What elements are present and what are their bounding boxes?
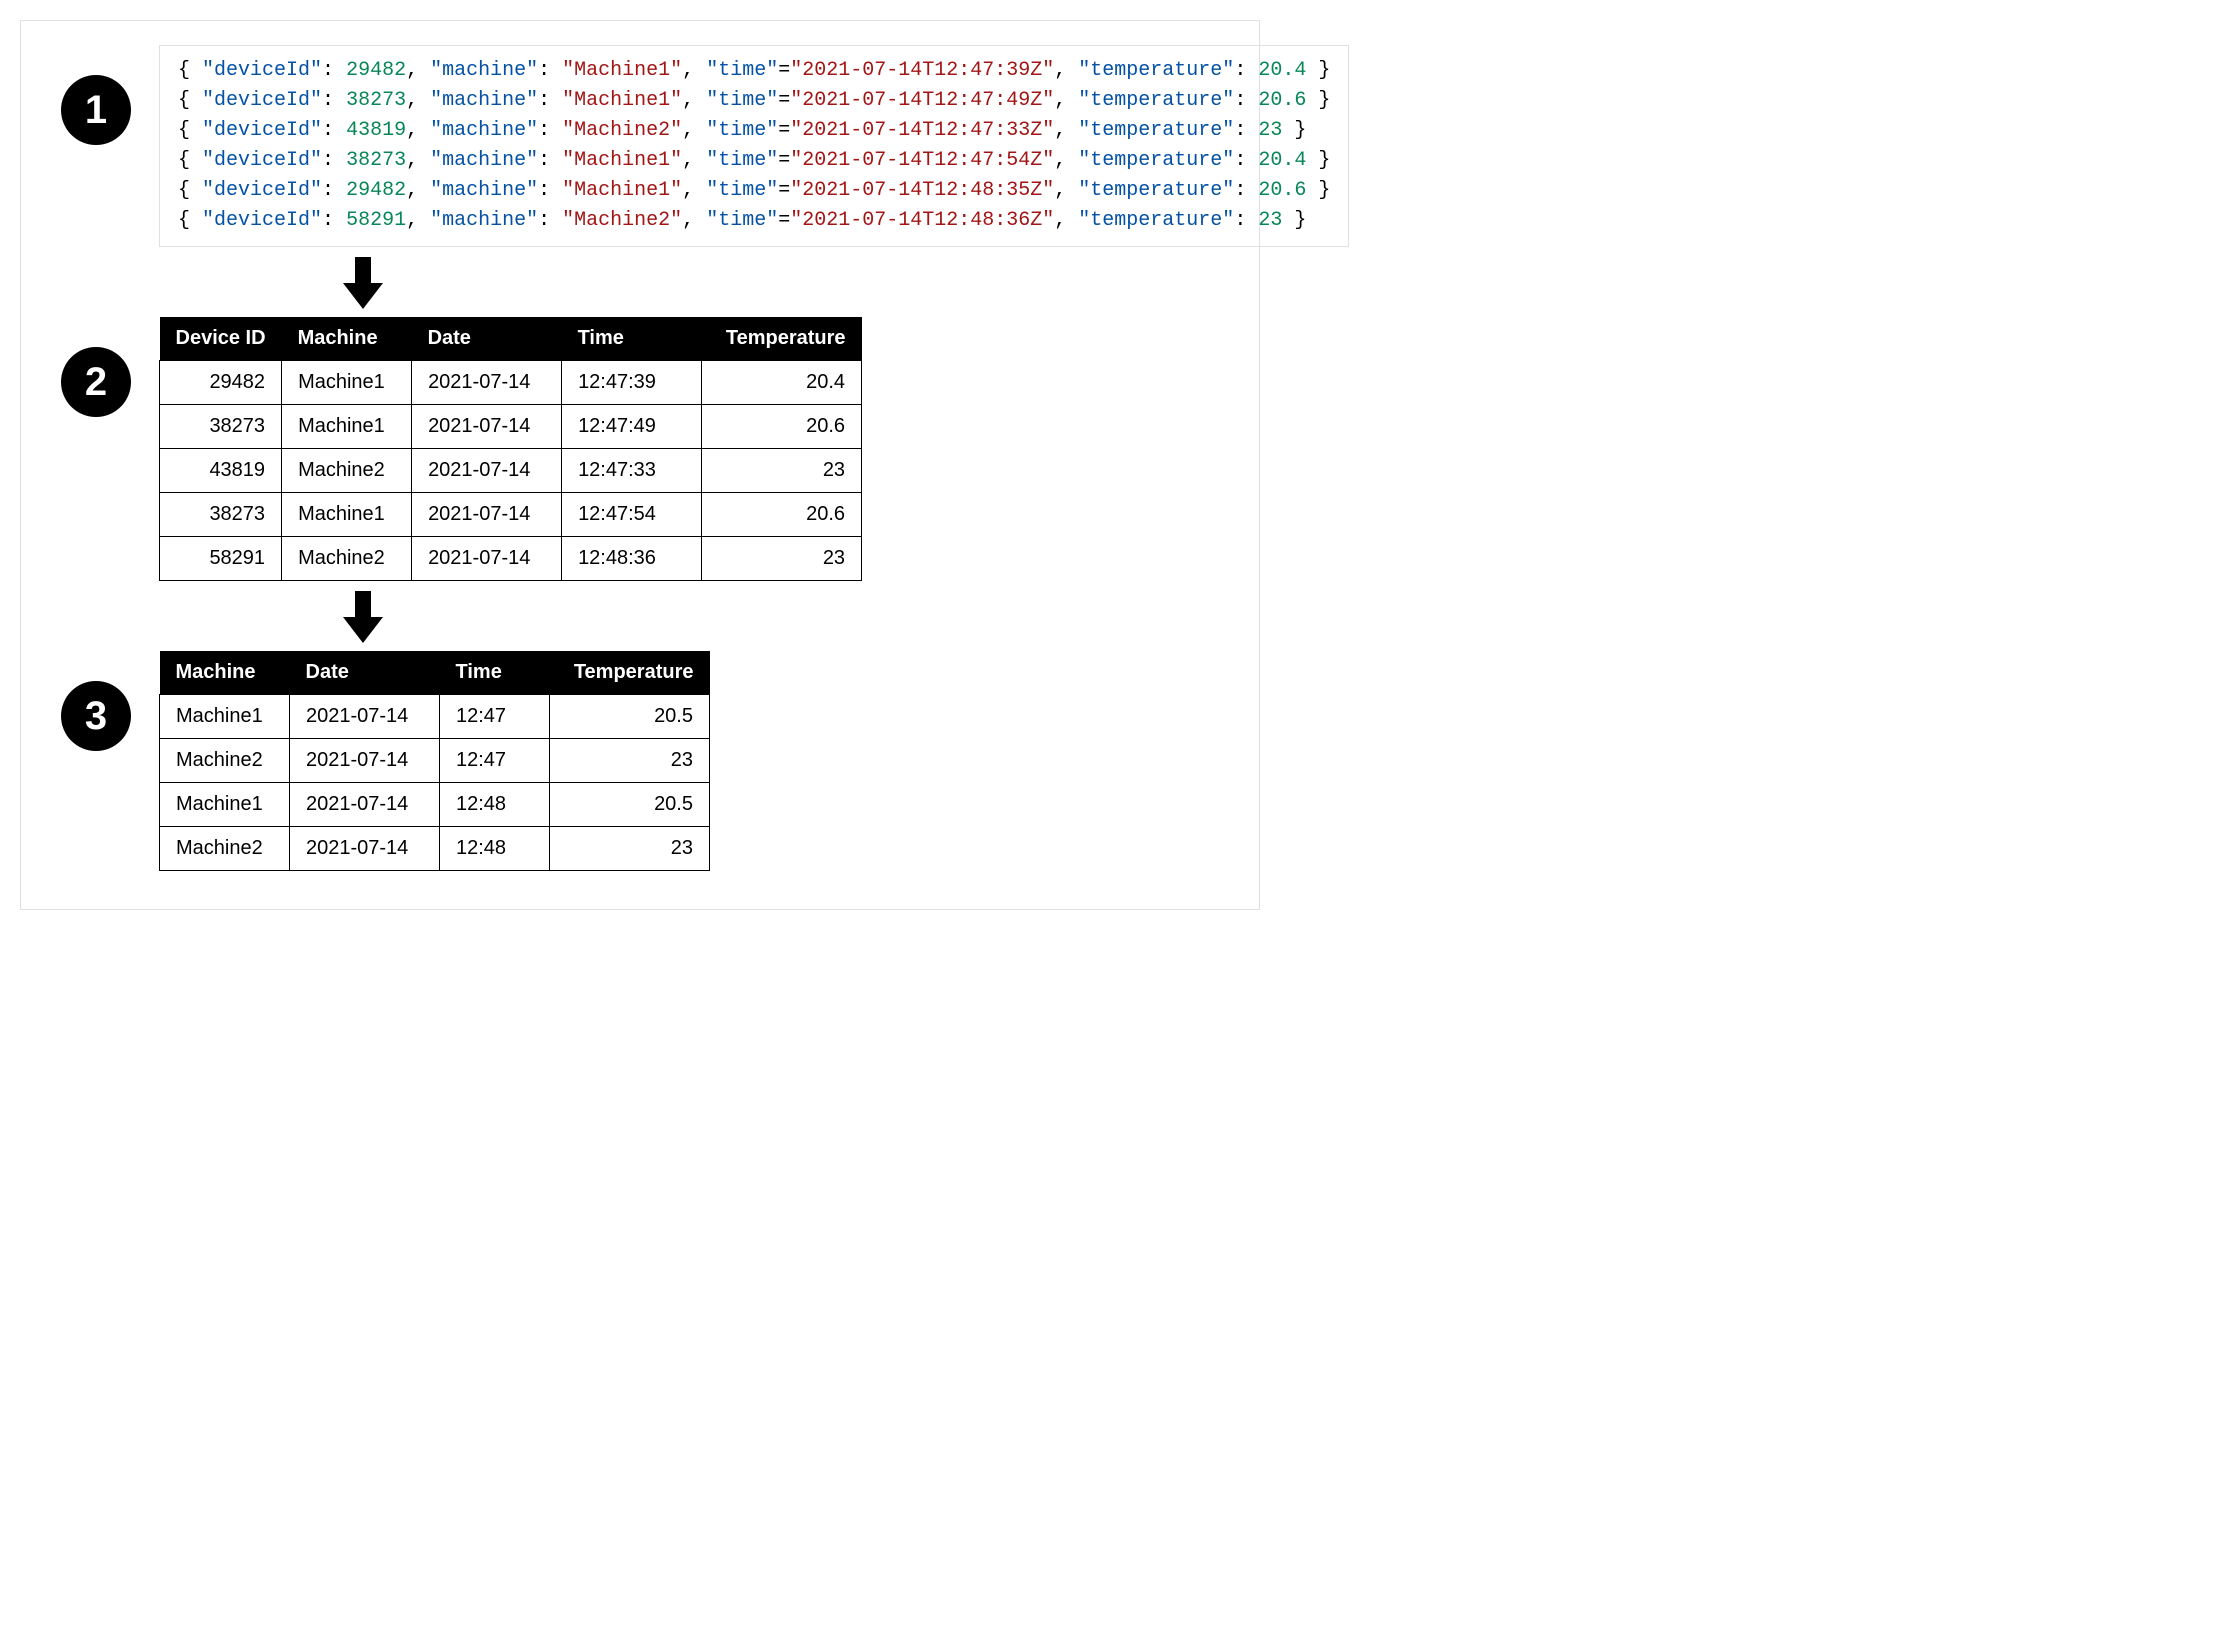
table-row: 38273Machine12021-07-1412:47:4920.6 <box>160 405 862 449</box>
table-cell: 12:47:54 <box>562 493 702 537</box>
table-cell: Machine1 <box>160 783 290 827</box>
table-header-cell: Temperature <box>550 651 710 695</box>
diagram-container: 1 { "deviceId": 29482, "machine": "Machi… <box>20 20 1260 910</box>
arrow-down-1 <box>341 255 1219 311</box>
table-cell: Machine1 <box>282 405 412 449</box>
table-cell: 38273 <box>160 493 282 537</box>
table-cell: Machine2 <box>282 449 412 493</box>
table-header-cell: Time <box>440 651 550 695</box>
json-record-line: { "deviceId": 29482, "machine": "Machine… <box>178 56 1330 86</box>
table-cell: 2021-07-14 <box>290 739 440 783</box>
table-header-cell: Date <box>290 651 440 695</box>
table-cell: 20.6 <box>702 405 862 449</box>
table-cell: 23 <box>550 827 710 871</box>
table-cell: 12:48:36 <box>562 537 702 581</box>
table-cell: 2021-07-14 <box>290 783 440 827</box>
table-cell: 20.4 <box>702 361 862 405</box>
table-row: 43819Machine22021-07-1412:47:3323 <box>160 449 862 493</box>
table-cell: Machine2 <box>160 739 290 783</box>
table-header-cell: Time <box>562 317 702 361</box>
table-cell: Machine2 <box>160 827 290 871</box>
table-cell: 43819 <box>160 449 282 493</box>
table-header-cell: Device ID <box>160 317 282 361</box>
table-cell: Machine1 <box>282 493 412 537</box>
table-cell: 2021-07-14 <box>412 449 562 493</box>
json-record-line: { "deviceId": 29482, "machine": "Machine… <box>178 176 1330 206</box>
table-cell: 12:48 <box>440 783 550 827</box>
table-row: 29482Machine12021-07-1412:47:3920.4 <box>160 361 862 405</box>
json-record-line: { "deviceId": 43819, "machine": "Machine… <box>178 116 1330 146</box>
table-row: Machine22021-07-1412:4723 <box>160 739 710 783</box>
parsed-table: Device IDMachineDateTimeTemperature29482… <box>159 317 862 581</box>
table-cell: 2021-07-14 <box>290 695 440 739</box>
table-header-cell: Date <box>412 317 562 361</box>
json-records-box: { "deviceId": 29482, "machine": "Machine… <box>159 45 1349 247</box>
stage-3: 3 MachineDateTimeTemperatureMachine12021… <box>61 651 1219 871</box>
aggregated-table: MachineDateTimeTemperatureMachine12021-0… <box>159 651 710 871</box>
json-record-line: { "deviceId": 38273, "machine": "Machine… <box>178 86 1330 116</box>
table-cell: 23 <box>702 449 862 493</box>
table-header-cell: Machine <box>282 317 412 361</box>
table-header-cell: Temperature <box>702 317 862 361</box>
table-cell: 12:48 <box>440 827 550 871</box>
table-cell: Machine1 <box>282 361 412 405</box>
table-cell: Machine1 <box>160 695 290 739</box>
table-cell: Machine2 <box>282 537 412 581</box>
stage-1-badge: 1 <box>61 75 131 145</box>
table-cell: 20.5 <box>550 695 710 739</box>
table-cell: 38273 <box>160 405 282 449</box>
stage-1: 1 { "deviceId": 29482, "machine": "Machi… <box>61 45 1219 247</box>
table-cell: 2021-07-14 <box>412 361 562 405</box>
table-cell: 12:47 <box>440 739 550 783</box>
json-record-line: { "deviceId": 58291, "machine": "Machine… <box>178 206 1330 236</box>
table-cell: 2021-07-14 <box>290 827 440 871</box>
table-cell: 2021-07-14 <box>412 537 562 581</box>
arrow-down-2 <box>341 589 1219 645</box>
table-cell: 12:47 <box>440 695 550 739</box>
table-row: Machine12021-07-1412:4720.5 <box>160 695 710 739</box>
stage-2-badge: 2 <box>61 347 131 417</box>
table-cell: 23 <box>550 739 710 783</box>
table-cell: 12:47:39 <box>562 361 702 405</box>
table-header-cell: Machine <box>160 651 290 695</box>
stage-2: 2 Device IDMachineDateTimeTemperature294… <box>61 317 1219 581</box>
table-row: Machine12021-07-1412:4820.5 <box>160 783 710 827</box>
json-record-line: { "deviceId": 38273, "machine": "Machine… <box>178 146 1330 176</box>
table-row: 58291Machine22021-07-1412:48:3623 <box>160 537 862 581</box>
table-cell: 20.5 <box>550 783 710 827</box>
table-cell: 2021-07-14 <box>412 493 562 537</box>
table-cell: 12:47:33 <box>562 449 702 493</box>
table-cell: 20.6 <box>702 493 862 537</box>
table-cell: 12:47:49 <box>562 405 702 449</box>
arrow-down-icon <box>341 589 385 645</box>
table-row: Machine22021-07-1412:4823 <box>160 827 710 871</box>
table-cell: 58291 <box>160 537 282 581</box>
stage-3-badge: 3 <box>61 681 131 751</box>
table-cell: 23 <box>702 537 862 581</box>
table-cell: 2021-07-14 <box>412 405 562 449</box>
arrow-down-icon <box>341 255 385 311</box>
table-row: 38273Machine12021-07-1412:47:5420.6 <box>160 493 862 537</box>
table-cell: 29482 <box>160 361 282 405</box>
